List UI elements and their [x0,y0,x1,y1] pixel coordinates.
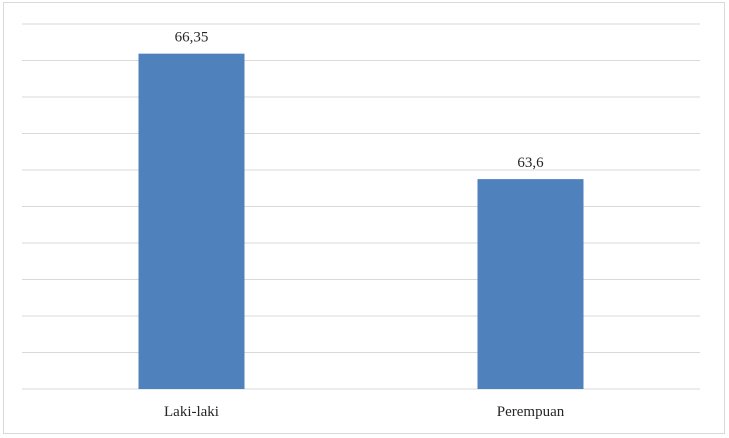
bar-perempuan [477,179,584,389]
bar-laki-laki [138,53,245,389]
x-tick-label: Perempuan [497,404,565,420]
x-tick-label: Laki-laki [164,404,219,420]
gridlines [22,23,700,390]
x-tick-labels: Laki-laki Perempuan [164,404,565,420]
data-label: 66,35 [175,30,209,46]
bars [138,53,584,389]
chart-frame [3,2,725,434]
data-labels: 66,35 63,6 [175,30,545,171]
data-label: 63,6 [517,155,544,171]
